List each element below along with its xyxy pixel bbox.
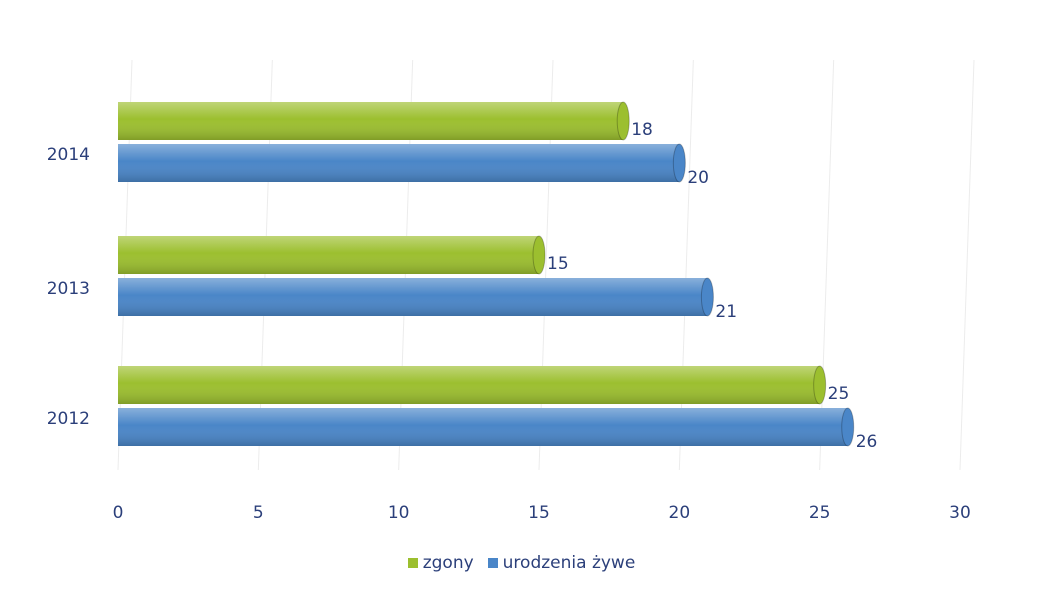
gridline: [959, 59, 975, 471]
bar-shade: [118, 144, 680, 182]
legend-swatch-zgony: [407, 558, 418, 568]
legend: zgony urodzenia żywe: [0, 553, 1043, 573]
x-tick-label: 15: [528, 503, 550, 523]
bar-shade: [118, 366, 820, 404]
bar-cap: [672, 143, 686, 183]
bar-shade: [118, 278, 708, 316]
x-tick-label: 25: [809, 503, 831, 523]
bar-shade: [118, 102, 624, 140]
x-tick-label: 10: [388, 503, 410, 523]
bar-zgony-2014: [118, 101, 630, 141]
bar-zgony-2012: [118, 365, 827, 405]
data-label: 21: [715, 302, 737, 322]
bar-shade: [118, 236, 539, 274]
category-label: 2012: [47, 409, 90, 429]
category-label: 2014: [47, 145, 90, 165]
bar-chart: 0 5 10 15 20 25 30 2014 18 20 2013 15 21 2012 25 26: [47, 59, 975, 523]
bar-cap: [616, 101, 630, 141]
legend-item-zgony: zgony: [407, 553, 474, 573]
bar-zgony-2013: [118, 235, 546, 275]
x-tick-label: 20: [669, 503, 691, 523]
legend-label-urodzenia: urodzenia żywe: [502, 553, 636, 573]
x-tick-label: 5: [253, 503, 264, 523]
bar-cap: [813, 365, 827, 405]
data-label: 26: [856, 432, 878, 452]
data-label: 18: [631, 120, 653, 140]
bar-cap: [841, 407, 855, 447]
x-tick-label: 0: [113, 503, 124, 523]
x-tick-label: 30: [949, 503, 971, 523]
bar-cap: [700, 277, 714, 317]
data-label: 15: [547, 254, 569, 274]
bar-cap: [532, 235, 546, 275]
legend-label-zgony: zgony: [422, 553, 474, 573]
legend-swatch-urodzenia: [487, 558, 498, 568]
category-label: 2013: [47, 279, 90, 299]
data-label: 20: [687, 168, 709, 188]
bar-urodzenia-2012: [118, 407, 855, 447]
bar-shade: [118, 408, 848, 446]
bar-urodzenia-2013: [118, 277, 714, 317]
legend-item-urodzenia: urodzenia żywe: [487, 553, 636, 573]
data-label: 25: [828, 384, 850, 404]
bar-urodzenia-2014: [118, 143, 686, 183]
